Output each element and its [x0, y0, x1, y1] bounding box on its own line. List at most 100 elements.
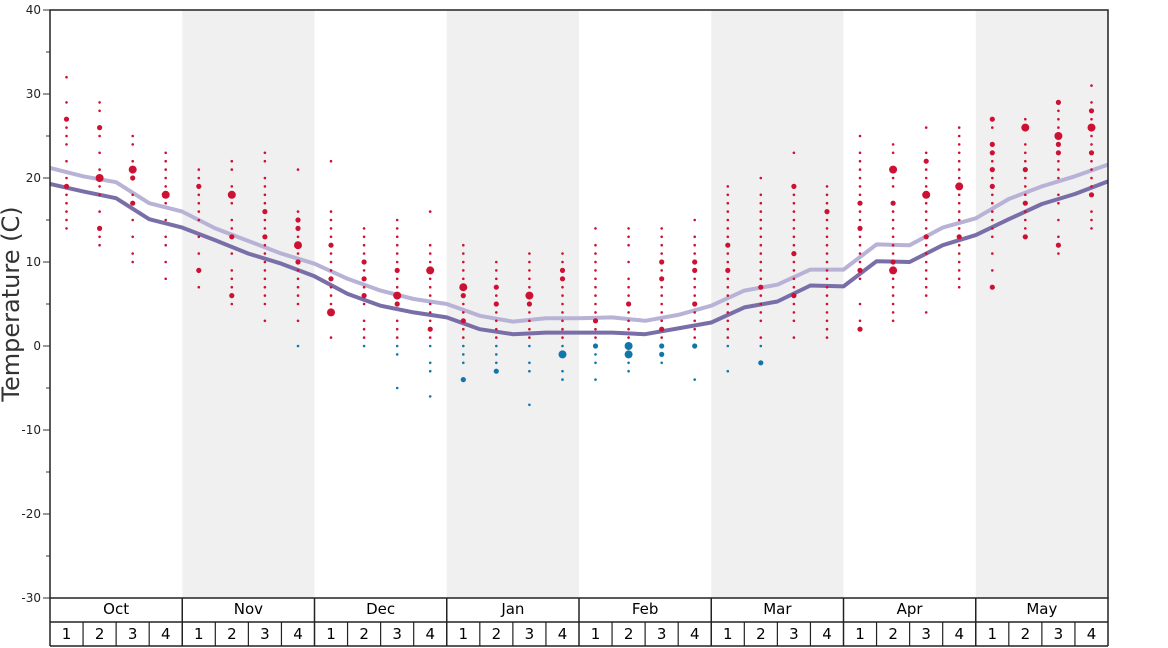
temperature-point	[792, 193, 796, 197]
temperature-point	[65, 126, 68, 129]
temperature-point	[263, 319, 267, 323]
temperature-point	[329, 302, 333, 306]
temperature-point	[924, 185, 928, 188]
temperature-point	[957, 285, 961, 289]
month-label-oct: Oct	[103, 600, 129, 618]
temperature-point	[726, 302, 730, 306]
temperature-point	[891, 311, 895, 314]
temperature-point	[561, 369, 564, 373]
temperature-point	[131, 252, 134, 255]
temperature-point	[493, 284, 499, 290]
temperature-point	[957, 201, 961, 205]
temperature-point	[957, 218, 961, 222]
temperature-point	[561, 319, 564, 323]
week-label: 3	[128, 625, 138, 643]
temperature-point	[825, 201, 829, 205]
temperature-point	[197, 168, 201, 171]
temperature-point	[329, 218, 333, 222]
temperature-point	[594, 243, 597, 247]
temperature-point	[462, 361, 465, 365]
temperature-point	[130, 175, 136, 181]
temperature-point	[792, 319, 796, 323]
temperature-point	[495, 361, 498, 365]
temperature-point	[924, 168, 928, 171]
y-tick-label: 0	[33, 339, 41, 353]
temperature-point	[263, 252, 267, 255]
temperature-point	[395, 218, 399, 222]
temperature-point	[528, 369, 531, 373]
temperature-point	[164, 185, 167, 188]
temperature-point	[528, 277, 531, 281]
temperature-point	[726, 327, 730, 331]
temperature-point	[957, 143, 961, 146]
temperature-point	[428, 210, 432, 213]
temperature-point	[693, 294, 696, 297]
temperature-point	[395, 344, 399, 348]
temperature-point	[889, 165, 898, 174]
temperature-point	[65, 193, 68, 197]
temperature-point	[594, 277, 597, 281]
week-label: 1	[855, 625, 865, 643]
temperature-point	[462, 269, 465, 272]
temperature-point	[263, 285, 267, 289]
temperature-point	[495, 277, 498, 281]
temperature-point	[1090, 134, 1093, 138]
temperature-point	[1087, 123, 1096, 132]
temperature-point	[791, 183, 797, 189]
temperature-point	[1055, 242, 1061, 248]
temperature-point	[1024, 159, 1027, 163]
week-label: 4	[558, 625, 568, 643]
temperature-point	[627, 327, 630, 331]
temperature-point	[989, 167, 995, 173]
temperature-point	[627, 285, 630, 289]
temperature-point	[957, 260, 961, 264]
temperature-point	[296, 344, 300, 348]
week-label: 3	[525, 625, 535, 643]
temperature-point	[924, 176, 928, 180]
temperature-point	[230, 277, 234, 281]
temperature-point	[528, 252, 531, 255]
temperature-point	[792, 218, 796, 222]
week-label: 4	[161, 625, 171, 643]
temperature-point	[825, 243, 829, 247]
temperature-point	[626, 301, 632, 307]
temperature-point	[891, 285, 895, 289]
temperature-point	[660, 294, 663, 297]
temperature-point	[857, 267, 863, 273]
temperature-point	[659, 276, 665, 282]
temperature-point	[891, 151, 895, 155]
temperature-point	[692, 301, 698, 307]
temperature-point	[98, 109, 101, 113]
temperature-point	[759, 311, 763, 314]
temperature-point	[395, 353, 399, 356]
temperature-point	[726, 311, 730, 314]
temperature-point	[561, 311, 564, 314]
week-label: 4	[954, 625, 964, 643]
temperature-point	[725, 267, 731, 273]
week-label: 4	[822, 625, 832, 643]
temperature-point	[1090, 101, 1093, 104]
week-label: 1	[62, 625, 72, 643]
temperature-point	[957, 168, 961, 171]
temperature-point	[197, 252, 201, 255]
temperature-point	[858, 218, 862, 222]
temperature-point	[825, 277, 829, 281]
temperature-point	[726, 227, 730, 230]
temperature-point	[924, 210, 928, 213]
temperature-point	[329, 252, 333, 255]
week-label: 1	[459, 625, 469, 643]
temperature-point	[164, 260, 167, 264]
temperature-point	[891, 294, 895, 297]
temperature-point	[164, 201, 167, 205]
temperature-point	[726, 369, 730, 373]
temperature-point	[991, 193, 994, 197]
temperature-point	[923, 158, 929, 164]
temperature-point	[493, 368, 499, 374]
temperature-point	[659, 259, 665, 265]
temperature-point	[891, 210, 895, 213]
temperature-point	[97, 225, 103, 231]
week-label: 2	[227, 625, 237, 643]
temperature-point	[1024, 117, 1027, 121]
temperature-point	[1057, 235, 1060, 239]
temperature-point	[561, 260, 564, 264]
